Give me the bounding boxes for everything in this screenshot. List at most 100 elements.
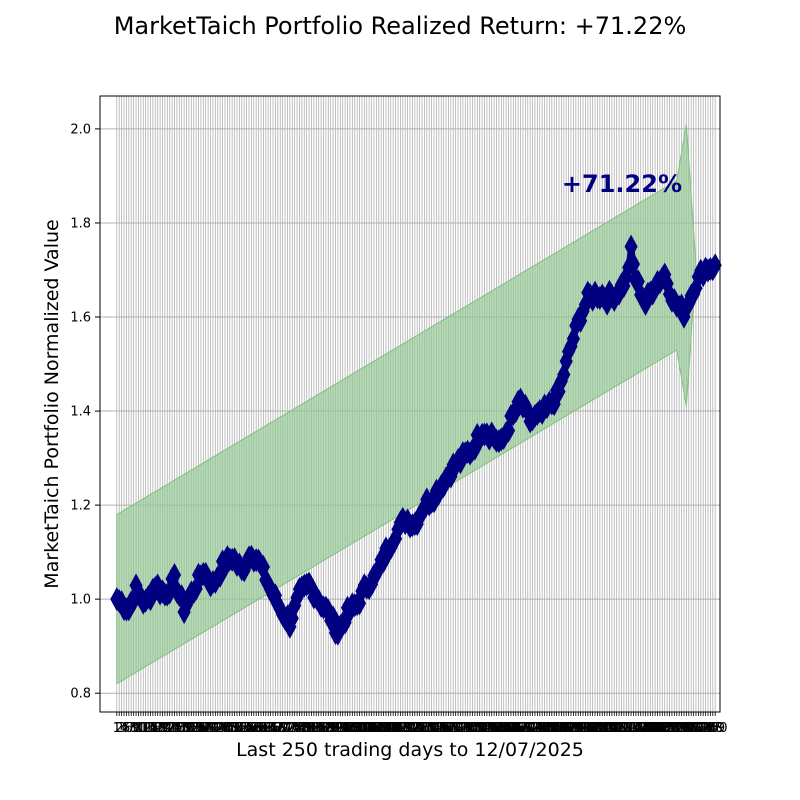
x-tick-label: 244 — [688, 721, 713, 736]
x-tick-label: 37 — [195, 721, 212, 736]
x-tick-label: 168 — [506, 721, 531, 736]
x-tick-label: 111 — [369, 721, 394, 736]
x-tick-label: 83 — [306, 721, 323, 736]
x-tick-label: 150 — [462, 721, 487, 736]
x-tick-label: 188 — [554, 721, 579, 736]
y-tick-label: 1.0 — [70, 593, 91, 608]
x-tick-label: 89 — [320, 721, 337, 736]
x-tick-label: 181 — [537, 721, 562, 736]
x-tick-label: 137 — [431, 721, 456, 736]
x-tick-label: 54 — [236, 721, 253, 736]
x-tick-label: 138 — [434, 721, 459, 736]
x-tick-label: 164 — [496, 721, 521, 736]
x-tick-label: 178 — [530, 721, 555, 736]
x-tick-label: 130 — [414, 721, 439, 736]
x-tick-label: 4 — [120, 721, 128, 736]
x-tick-label: 27 — [171, 721, 188, 736]
x-tick-label: 147 — [455, 721, 480, 736]
x-tick-label: 194 — [568, 721, 593, 736]
x-tick-label: 241 — [681, 721, 706, 736]
x-tick-label: 191 — [561, 721, 586, 736]
x-tick-label: 175 — [523, 721, 548, 736]
x-tick-label: 248 — [698, 721, 723, 736]
x-tick-label: 163 — [494, 721, 519, 736]
x-tick-label: 95 — [334, 721, 351, 736]
x-tick-label: 102 — [347, 721, 372, 736]
x-tick-label: 218 — [626, 721, 651, 736]
x-tick-label: 139 — [436, 721, 461, 736]
x-tick-label: 117 — [383, 721, 408, 736]
x-tick-label: 162 — [491, 721, 516, 736]
x-tick-label: 65 — [262, 721, 279, 736]
x-tick-label: 222 — [635, 721, 660, 736]
x-tick-label: 124 — [400, 721, 425, 736]
x-tick-label: 63 — [258, 721, 275, 736]
x-tick-label: 114 — [376, 721, 401, 736]
x-tick-label: 230 — [655, 721, 680, 736]
x-tick-label: 86 — [313, 721, 330, 736]
x-tick-label: 200 — [583, 721, 608, 736]
x-tick-label: 25 — [166, 721, 183, 736]
x-axis-label: Last 250 trading days to 12/07/2025 — [236, 739, 584, 761]
x-tick-label: 45 — [214, 721, 231, 736]
data-point — [501, 418, 516, 443]
x-tick-label: 221 — [633, 721, 658, 736]
x-tick-label: 78 — [294, 721, 311, 736]
x-tick-label: 1 — [113, 721, 121, 736]
x-tick-label: 68 — [270, 721, 287, 736]
x-tick-label: 131 — [417, 721, 442, 736]
x-tick-label: 136 — [429, 721, 454, 736]
x-tick-label: 144 — [448, 721, 473, 736]
x-tick-label: 122 — [395, 721, 420, 736]
x-tick-label: 29 — [176, 721, 193, 736]
x-tick-label: 47 — [219, 721, 236, 736]
x-tick-label: 73 — [282, 721, 299, 736]
x-tick-label: 227 — [648, 721, 673, 736]
x-tick-label: 70 — [274, 721, 291, 736]
x-tick-label: 247 — [696, 721, 721, 736]
x-tick-label: 166 — [501, 721, 526, 736]
x-tick-label: 242 — [684, 721, 709, 736]
x-tick-label: 13 — [137, 721, 154, 736]
x-tick-label: 169 — [508, 721, 533, 736]
plot-area — [99, 95, 722, 713]
x-tick-label: 210 — [607, 721, 632, 736]
x-tick-label: 75 — [286, 721, 303, 736]
x-tick-label: 77 — [291, 721, 308, 736]
x-tick-label: 110 — [366, 721, 391, 736]
x-tick-label: 236 — [669, 721, 694, 736]
x-tick-label: 235 — [667, 721, 692, 736]
x-tick-label: 212 — [611, 721, 636, 736]
x-tick-label: 96 — [337, 721, 354, 736]
x-tick-label: 159 — [484, 721, 509, 736]
x-tick-label: 34 — [188, 721, 205, 736]
x-tick-label: 81 — [301, 721, 318, 736]
x-tick-label: 180 — [535, 721, 560, 736]
x-tick-label: 64 — [260, 721, 277, 736]
x-tick-label: 128 — [410, 721, 435, 736]
x-tick-label: 59 — [248, 721, 265, 736]
x-tick-label: 15 — [142, 721, 159, 736]
x-tick-label: 157 — [479, 721, 504, 736]
y-tick-label: 1.2 — [70, 499, 91, 514]
x-tick-label: 204 — [592, 721, 617, 736]
x-tick-label: 28 — [173, 721, 190, 736]
x-tick-label: 185 — [547, 721, 572, 736]
x-tick-label: 231 — [657, 721, 682, 736]
x-tick-label: 42 — [207, 721, 224, 736]
x-tick-label: 201 — [585, 721, 610, 736]
x-tick-label: 199 — [580, 721, 605, 736]
y-tick-label: 1.6 — [70, 311, 91, 326]
x-tick-label: 232 — [660, 721, 685, 736]
x-tick-label: 56 — [241, 721, 258, 736]
x-tick-label: 60 — [250, 721, 267, 736]
x-tick-label: 99 — [344, 721, 361, 736]
x-tick-label: 214 — [616, 721, 641, 736]
x-tick-label: 125 — [402, 721, 427, 736]
x-tick-label: 52 — [231, 721, 248, 736]
x-tick-label: 10 — [130, 721, 147, 736]
x-tick-label: 193 — [566, 721, 591, 736]
x-tick-label: 224 — [640, 721, 665, 736]
x-tick-label: 8 — [130, 721, 138, 736]
x-tick-label: 14 — [140, 721, 157, 736]
